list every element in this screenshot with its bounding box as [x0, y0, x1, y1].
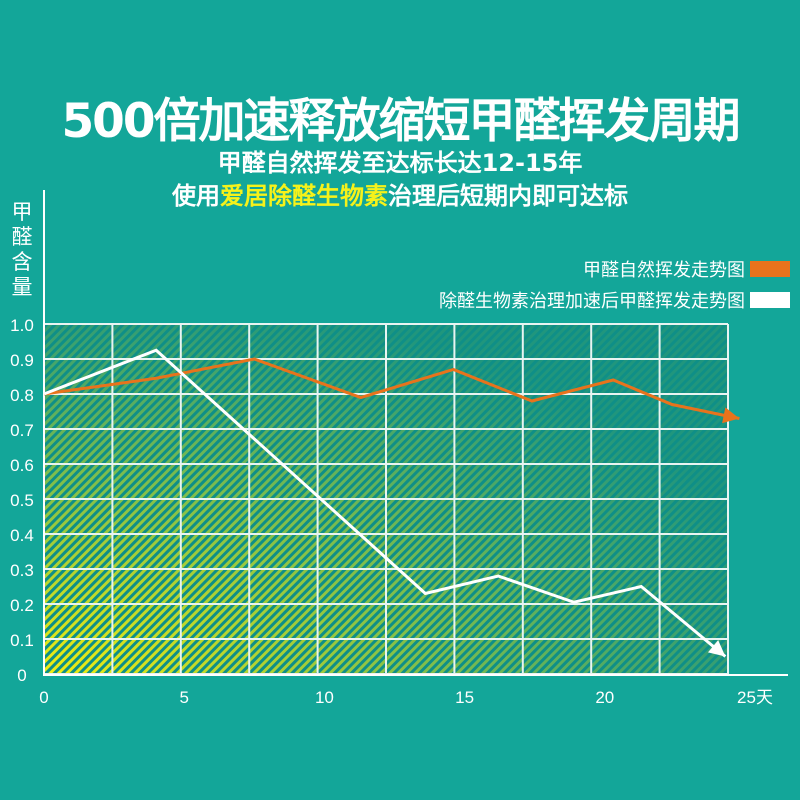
subtitle-post: 治理后短期内即可达标	[388, 182, 628, 210]
legend-natural: 甲醛自然挥发走势图	[583, 256, 790, 282]
y-tick-label: 0.5	[10, 491, 34, 510]
y-tick-label: 0.4	[10, 526, 34, 545]
y-tick-label: 0.9	[10, 351, 34, 370]
x-tick-label: 20	[595, 688, 614, 707]
legend-label: 甲醛自然挥发走势图	[583, 260, 745, 281]
y-tick-label: 0.8	[10, 386, 34, 405]
y-tick-label: 0.3	[10, 561, 34, 580]
arrowhead-icon	[707, 640, 726, 657]
page-title: 500倍加速释放缩短甲醛挥发周期	[61, 94, 740, 149]
x-tick-label: 5	[179, 688, 188, 707]
y-tick-label: 0.7	[10, 421, 34, 440]
y-tick-label: 0.6	[10, 456, 34, 475]
y-tick-label: 1.0	[10, 316, 34, 335]
y-tick-label: 0.1	[10, 631, 34, 650]
legend-swatch	[750, 292, 790, 308]
subtitle-natural: 甲醛自然挥发至达标长达12-15年	[217, 149, 583, 177]
y-axis-label: 甲醛含量	[11, 200, 33, 299]
subtitle-product: 使用爱居除醛生物素治理后短期内即可达标	[0, 176, 800, 211]
legend-swatch	[750, 261, 790, 277]
legend-treated: 除醛生物素治理加速后甲醛挥发走势图	[439, 287, 790, 313]
y-tick-label: 0.2	[10, 596, 34, 615]
legend-label: 除醛生物素治理加速后甲醛挥发走势图	[439, 291, 745, 312]
x-tick-label: 15	[455, 688, 474, 707]
x-tick-label: 10	[315, 688, 334, 707]
subtitle-pre: 使用	[172, 182, 220, 210]
product-name: 爱居除醛生物素	[220, 182, 388, 210]
arrowhead-icon	[722, 407, 740, 424]
x-tick-label: 25天	[737, 688, 773, 707]
y-tick-label: 0	[17, 666, 26, 685]
x-tick-label: 0	[39, 688, 48, 707]
